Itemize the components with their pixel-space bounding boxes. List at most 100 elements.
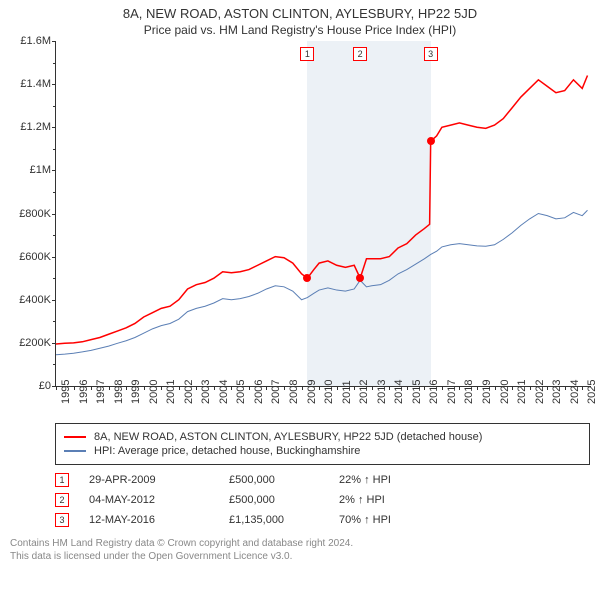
x-tick-label: 2012: [358, 380, 370, 404]
y-tick-mark: [52, 84, 56, 85]
sale-marker-box: 3: [424, 47, 438, 61]
event-date: 29-APR-2009: [89, 474, 229, 486]
series-line-hpi: [56, 210, 587, 354]
sale-marker-dot: [427, 137, 435, 145]
attribution-footer: Contains HM Land Registry data © Crown c…: [10, 537, 590, 563]
y-minor-tick: [53, 106, 56, 107]
series-line-property: [56, 76, 587, 344]
x-tick-mark: [144, 386, 145, 390]
x-tick-label: 2002: [183, 380, 195, 404]
y-tick-label: £600K: [1, 251, 51, 263]
x-tick-label: 2005: [235, 380, 247, 404]
x-tick-mark: [565, 386, 566, 390]
y-tick-mark: [52, 343, 56, 344]
x-tick-mark: [354, 386, 355, 390]
event-price: £500,000: [229, 494, 339, 506]
y-tick-label: £800K: [1, 208, 51, 220]
chart-subtitle: Price paid vs. HM Land Registry's House …: [0, 23, 600, 37]
event-price: £500,000: [229, 474, 339, 486]
x-tick-label: 2004: [218, 380, 230, 404]
x-tick-mark: [477, 386, 478, 390]
event-pct: 2% ↑ HPI: [339, 494, 469, 506]
x-tick-mark: [74, 386, 75, 390]
x-tick-label: 2010: [323, 380, 335, 404]
x-tick-mark: [109, 386, 110, 390]
legend-box: 8A, NEW ROAD, ASTON CLINTON, AYLESBURY, …: [55, 423, 590, 465]
sale-marker-box: 1: [300, 47, 314, 61]
sale-marker-dot: [303, 274, 311, 282]
x-tick-mark: [459, 386, 460, 390]
x-tick-label: 2007: [270, 380, 282, 404]
legend-item-property: 8A, NEW ROAD, ASTON CLINTON, AYLESBURY, …: [64, 431, 581, 443]
y-minor-tick: [53, 364, 56, 365]
legend-label-hpi: HPI: Average price, detached house, Buck…: [94, 445, 360, 457]
x-tick-mark: [547, 386, 548, 390]
x-tick-label: 2013: [376, 380, 388, 404]
x-tick-label: 2025: [586, 380, 598, 404]
legend-item-hpi: HPI: Average price, detached house, Buck…: [64, 445, 581, 457]
y-minor-tick: [53, 278, 56, 279]
x-tick-mark: [126, 386, 127, 390]
x-tick-label: 1999: [130, 380, 142, 404]
x-tick-mark: [442, 386, 443, 390]
event-row: 1 29-APR-2009 £500,000 22% ↑ HPI: [55, 473, 590, 487]
x-tick-mark: [161, 386, 162, 390]
y-tick-mark: [52, 170, 56, 171]
event-pct: 70% ↑ HPI: [339, 514, 469, 526]
x-tick-label: 2022: [534, 380, 546, 404]
x-tick-label: 2000: [148, 380, 160, 404]
x-tick-label: 2001: [165, 380, 177, 404]
event-row: 2 04-MAY-2012 £500,000 2% ↑ HPI: [55, 493, 590, 507]
x-tick-label: 2017: [446, 380, 458, 404]
y-tick-mark: [52, 300, 56, 301]
x-tick-label: 2016: [428, 380, 440, 404]
x-tick-mark: [512, 386, 513, 390]
x-tick-label: 1998: [113, 380, 125, 404]
legend-swatch-property: [64, 436, 86, 438]
sale-marker-dot: [356, 274, 364, 282]
event-date: 04-MAY-2012: [89, 494, 229, 506]
event-pct: 22% ↑ HPI: [339, 474, 469, 486]
x-tick-mark: [91, 386, 92, 390]
x-tick-mark: [231, 386, 232, 390]
y-tick-label: £1.4M: [1, 78, 51, 90]
y-tick-label: £0: [1, 380, 51, 392]
event-marker-icon: 3: [55, 513, 69, 527]
y-minor-tick: [53, 192, 56, 193]
x-tick-mark: [179, 386, 180, 390]
y-minor-tick: [53, 149, 56, 150]
x-tick-mark: [56, 386, 57, 390]
x-tick-label: 1996: [78, 380, 90, 404]
x-tick-label: 2009: [306, 380, 318, 404]
x-tick-mark: [530, 386, 531, 390]
event-price: £1,135,000: [229, 514, 339, 526]
line-series-svg: [56, 41, 591, 386]
y-tick-mark: [52, 257, 56, 258]
x-tick-mark: [196, 386, 197, 390]
y-tick-label: £1.2M: [1, 121, 51, 133]
x-tick-label: 2014: [393, 380, 405, 404]
y-tick-label: £1M: [1, 164, 51, 176]
x-tick-label: 2021: [516, 380, 528, 404]
footer-line: This data is licensed under the Open Gov…: [10, 550, 590, 563]
y-tick-mark: [52, 41, 56, 42]
footer-line: Contains HM Land Registry data © Crown c…: [10, 537, 590, 550]
x-tick-label: 2018: [463, 380, 475, 404]
plot-area: £0£200K£400K£600K£800K£1M£1.2M£1.4M£1.6M…: [55, 41, 591, 387]
y-tick-mark: [52, 214, 56, 215]
x-tick-mark: [582, 386, 583, 390]
x-tick-mark: [302, 386, 303, 390]
x-tick-mark: [389, 386, 390, 390]
y-minor-tick: [53, 321, 56, 322]
x-tick-label: 1995: [60, 380, 72, 404]
x-tick-label: 2020: [499, 380, 511, 404]
legend-label-property: 8A, NEW ROAD, ASTON CLINTON, AYLESBURY, …: [94, 431, 482, 443]
x-tick-label: 2006: [253, 380, 265, 404]
x-tick-mark: [214, 386, 215, 390]
x-tick-mark: [266, 386, 267, 390]
event-row: 3 12-MAY-2016 £1,135,000 70% ↑ HPI: [55, 513, 590, 527]
sale-marker-box: 2: [353, 47, 367, 61]
y-tick-label: £200K: [1, 337, 51, 349]
x-tick-mark: [495, 386, 496, 390]
event-marker-icon: 1: [55, 473, 69, 487]
